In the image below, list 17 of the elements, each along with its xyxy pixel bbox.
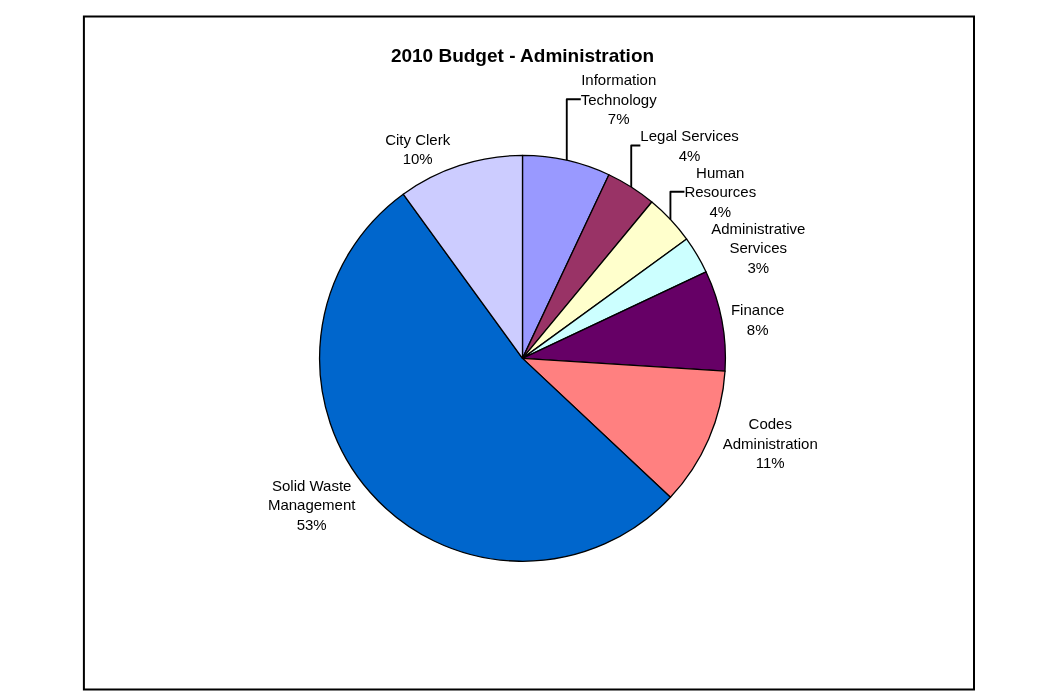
data-label: 10% (402, 150, 433, 168)
slice-label: Legal Services (640, 127, 739, 145)
data-label: 8% (746, 320, 769, 338)
data-label: 4% (678, 146, 701, 164)
chart-title: 2010 Budget - Administration (390, 44, 655, 66)
slice-label: Human Resources (684, 163, 757, 201)
data-label: 11% (755, 454, 785, 472)
slice-label: Finance (730, 301, 785, 319)
data-label: 3% (747, 258, 770, 276)
data-label: 53% (296, 515, 327, 533)
slice-label: Codes Administration (722, 415, 818, 452)
data-label: 4% (709, 202, 732, 220)
data-label: 7% (607, 110, 630, 128)
slice-label: Solid Waste Management (267, 476, 357, 514)
slice-label: Information Technology (580, 71, 658, 108)
slice-label: City Clerk (385, 130, 451, 148)
slice-label: Administrative Services (711, 219, 806, 257)
